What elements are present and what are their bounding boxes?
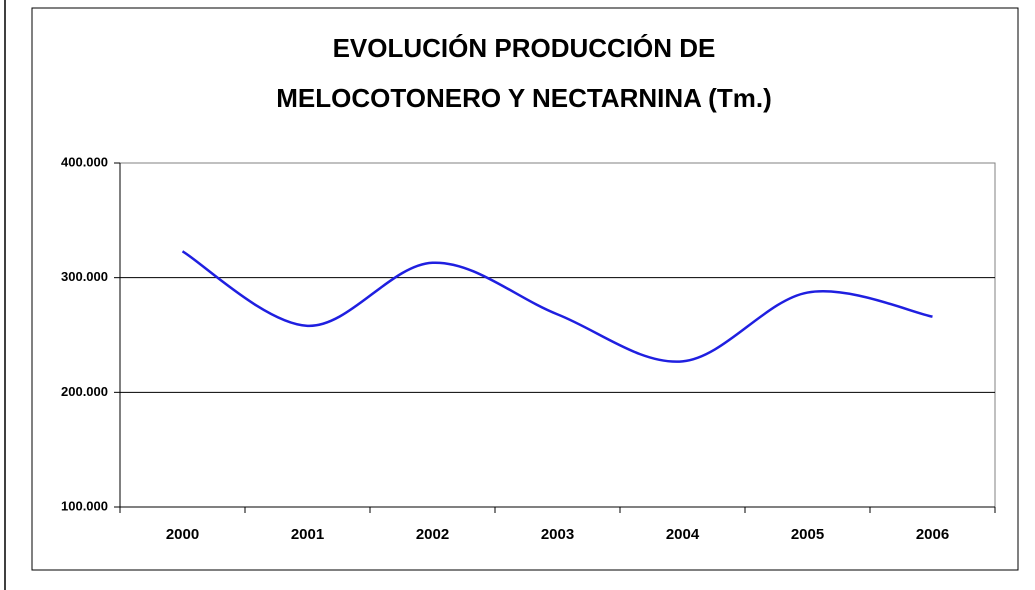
y-tick-label: 100.000 <box>61 498 108 513</box>
chart-title: MELOCOTONERO Y NECTARNINA (Tm.) <box>276 83 771 113</box>
y-tick-label: 200.000 <box>61 384 108 399</box>
chart-title: EVOLUCIÓN PRODUCCIÓN DE <box>333 33 716 63</box>
x-tick-label: 2003 <box>541 526 574 543</box>
y-tick-label: 300.000 <box>61 269 108 284</box>
x-tick-label: 2006 <box>916 526 949 543</box>
x-tick-label: 2001 <box>291 526 324 543</box>
x-tick-label: 2004 <box>666 526 700 543</box>
x-tick-label: 2005 <box>791 526 824 543</box>
data-line <box>181 250 933 363</box>
y-tick-label: 400.000 <box>61 154 108 169</box>
x-tick-label: 2002 <box>416 526 449 543</box>
x-tick-label: 2000 <box>166 526 199 543</box>
chart-frame <box>31 7 1019 571</box>
